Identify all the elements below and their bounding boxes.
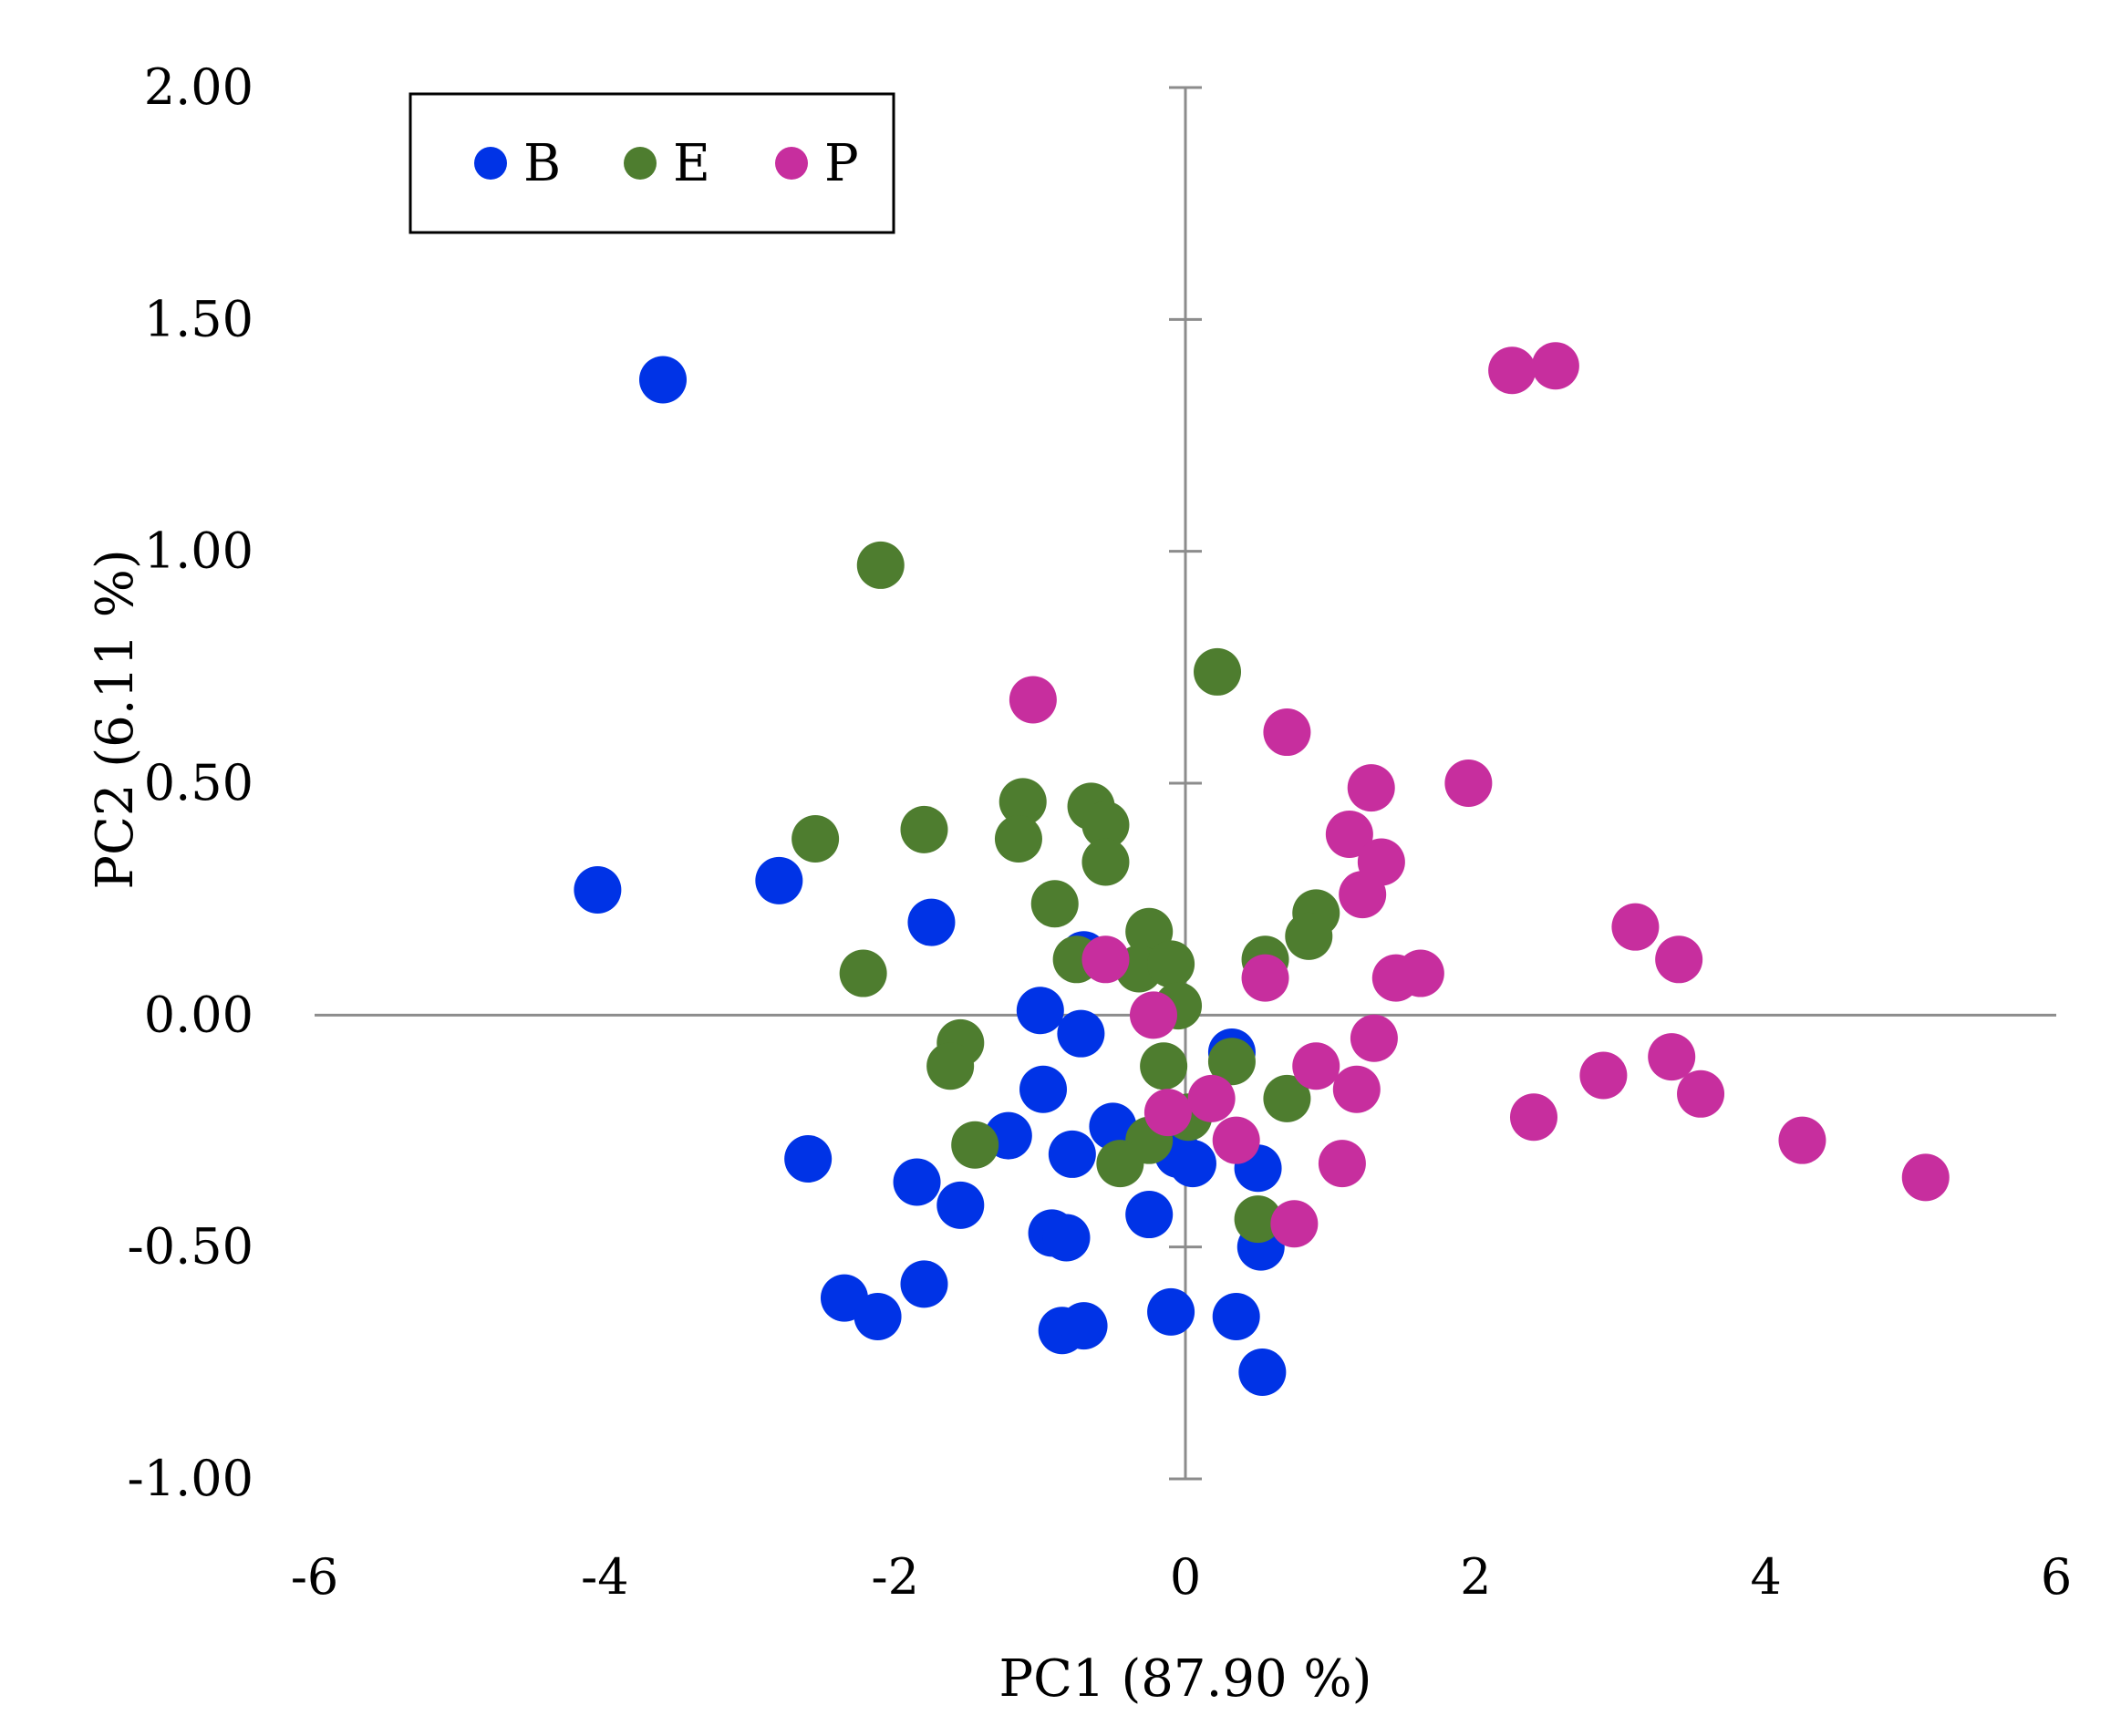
y-tick-label: 0.50 — [144, 754, 253, 811]
data-point-B — [893, 1158, 941, 1206]
data-point-P — [1778, 1116, 1826, 1164]
data-point-P — [1444, 760, 1493, 807]
series-B — [574, 356, 1287, 1397]
legend-label-P: P — [824, 134, 859, 193]
data-point-E — [1263, 1074, 1311, 1122]
y-tick-label: -0.50 — [128, 1218, 253, 1276]
data-point-P — [1579, 1051, 1628, 1100]
data-point-E — [994, 815, 1042, 863]
data-point-E — [1096, 1140, 1144, 1188]
data-point-E — [1285, 912, 1333, 960]
data-point-P — [1292, 1042, 1340, 1090]
data-point-P — [1318, 1140, 1366, 1188]
data-point-E — [791, 815, 840, 863]
data-point-B — [1212, 1292, 1260, 1340]
data-point-B — [1125, 1191, 1174, 1239]
x-tick-label: -4 — [581, 1548, 629, 1606]
data-point-B — [784, 1135, 833, 1183]
data-point-P — [1212, 1116, 1260, 1164]
data-point-B — [574, 865, 622, 914]
data-point-P — [1611, 903, 1660, 951]
data-point-P — [1488, 346, 1536, 395]
data-point-P — [1009, 676, 1057, 724]
data-point-E — [998, 778, 1047, 826]
data-point-P — [1263, 708, 1311, 757]
data-point-B — [1057, 1009, 1105, 1058]
data-point-E — [856, 541, 905, 589]
y-tick-label: -1.00 — [128, 1450, 253, 1507]
data-point-E — [1081, 801, 1130, 849]
x-tick-label: 6 — [2041, 1548, 2072, 1606]
data-point-P — [1339, 871, 1387, 919]
data-point-B — [936, 1181, 985, 1229]
x-axis-title: PC1 (87.90 %) — [999, 1649, 1372, 1709]
legend-label-B: B — [523, 134, 561, 193]
series-E — [791, 541, 1340, 1244]
data-point-E — [1194, 647, 1242, 696]
data-point-P — [1270, 1200, 1319, 1248]
data-point-P — [1187, 1074, 1236, 1122]
data-point-E — [1207, 1038, 1256, 1086]
data-point-B — [1019, 1065, 1068, 1113]
axes: 2.00 1.50 1.00 0.50 0.00 -0.50 -1.00 -6 -4 -2 0 2 4 6 — [128, 58, 2073, 1606]
x-tick-label: 0 — [1170, 1548, 1201, 1606]
data-point-B — [1238, 1348, 1287, 1397]
data-point-P — [1648, 1033, 1696, 1081]
data-point-P — [1347, 764, 1395, 812]
x-tick-label: -2 — [871, 1548, 919, 1606]
data-point-B — [639, 356, 687, 404]
data-point-B — [900, 1260, 948, 1308]
data-point-P — [1655, 935, 1703, 984]
legend-marker-E — [624, 147, 657, 180]
data-point-P — [1510, 1093, 1557, 1142]
data-points — [574, 342, 1950, 1397]
data-point-E — [839, 949, 887, 997]
series-P — [1009, 342, 1950, 1248]
x-tick-label: 2 — [1460, 1548, 1491, 1606]
data-point-E — [1140, 1042, 1188, 1090]
data-point-B — [1089, 1102, 1137, 1151]
data-point-P — [1241, 954, 1289, 1002]
data-point-P — [1396, 949, 1444, 997]
data-point-E — [951, 1121, 999, 1169]
data-point-B — [1060, 1302, 1108, 1350]
data-point-P — [1129, 991, 1177, 1039]
data-point-B — [907, 898, 956, 946]
x-tick-label: 4 — [1750, 1548, 1781, 1606]
data-point-P — [1081, 935, 1130, 984]
data-point-E — [926, 1042, 975, 1090]
data-point-B — [1147, 1287, 1195, 1336]
legend-marker-B — [474, 147, 507, 180]
legend-label-E: E — [673, 134, 710, 193]
data-point-E — [1081, 838, 1130, 886]
data-point-E — [1234, 1195, 1282, 1244]
legend-marker-P — [775, 147, 808, 180]
data-point-P — [1531, 342, 1579, 390]
data-point-E — [1147, 940, 1195, 988]
y-tick-label: 2.00 — [144, 58, 253, 116]
y-tick-label: 1.50 — [144, 290, 253, 347]
y-tick-label: 1.00 — [144, 522, 253, 580]
y-axis-title: PC2 (6.11 %) — [86, 549, 145, 889]
data-point-E — [900, 805, 948, 853]
data-point-B — [854, 1292, 902, 1340]
data-point-B — [755, 856, 803, 904]
data-point-P — [1350, 1014, 1398, 1062]
y-tick-label: 0.00 — [144, 986, 253, 1043]
data-point-P — [1677, 1070, 1725, 1118]
data-point-B — [1168, 1140, 1216, 1188]
data-point-E — [1030, 880, 1079, 928]
data-point-P — [1325, 810, 1373, 858]
data-point-B — [1042, 1214, 1091, 1262]
data-point-B — [1048, 1130, 1096, 1178]
data-point-P — [1901, 1153, 1950, 1202]
data-point-P — [1143, 1089, 1192, 1137]
data-point-P — [1332, 1065, 1381, 1113]
data-point-B — [1016, 987, 1064, 1035]
x-tick-label: -6 — [291, 1548, 339, 1606]
